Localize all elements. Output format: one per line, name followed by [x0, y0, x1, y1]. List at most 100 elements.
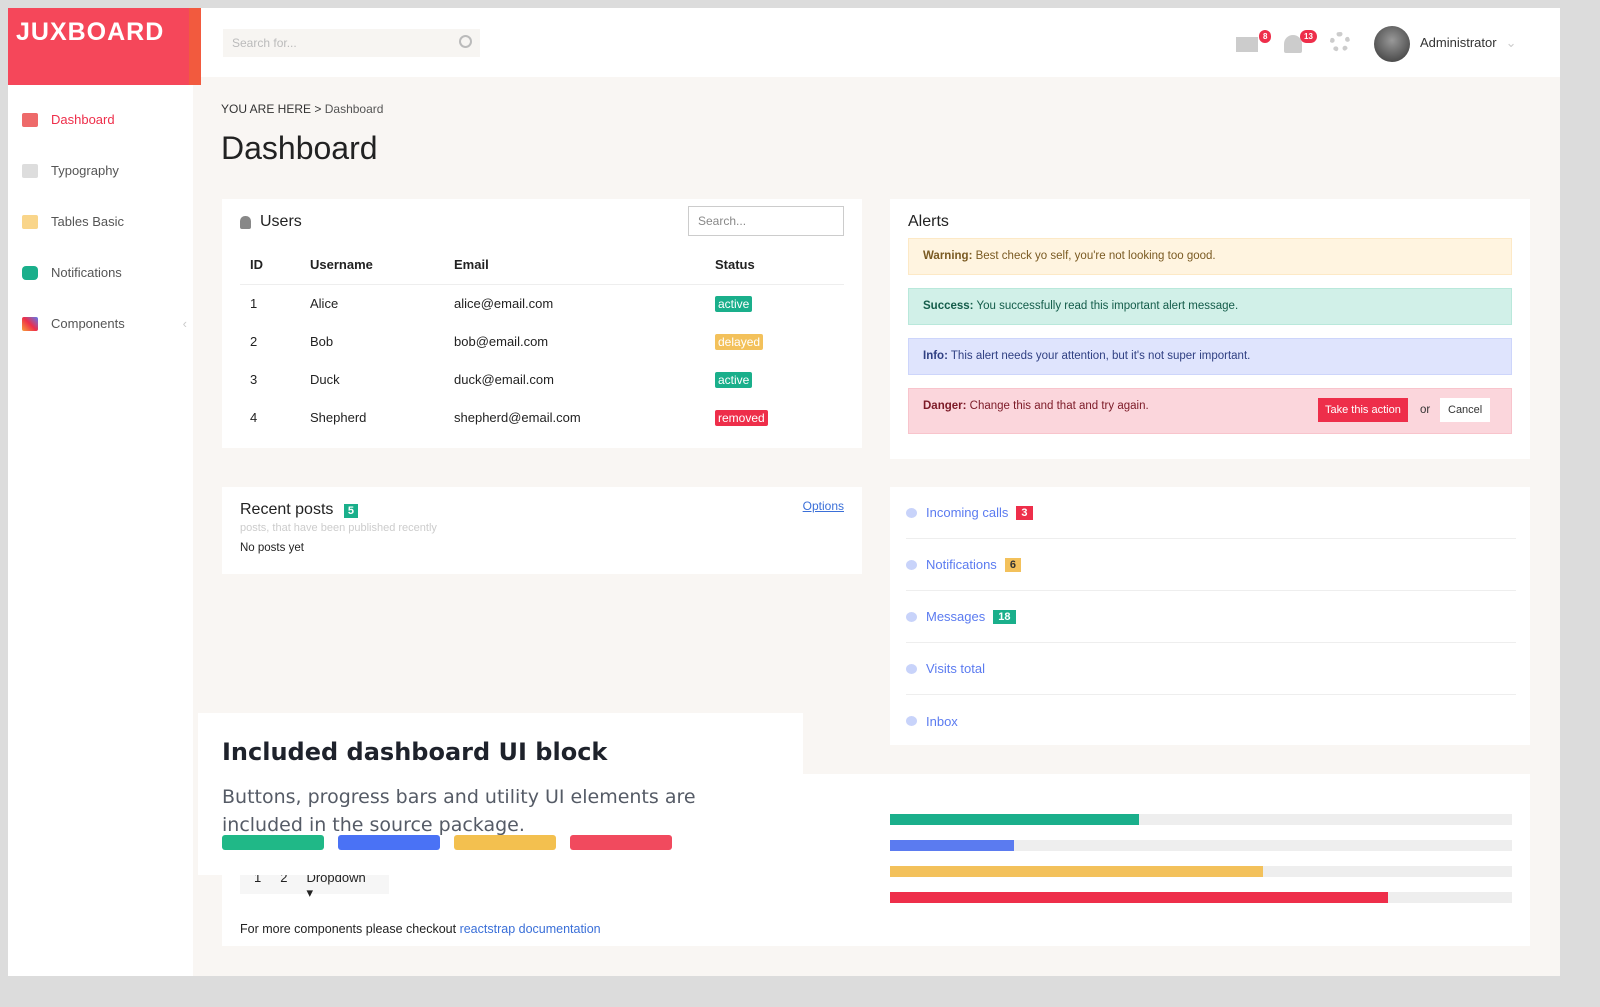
- column-header: Status: [705, 249, 844, 285]
- recent-title-text: Recent posts: [240, 501, 334, 518]
- alert-label: Warning:: [923, 250, 973, 262]
- users-title-text: Users: [260, 213, 302, 230]
- brand-name: JUXBOARD: [16, 18, 165, 46]
- options-link[interactable]: Options: [802, 499, 844, 513]
- alert-danger: Danger: Change this and that and try aga…: [908, 388, 1512, 434]
- list-item[interactable]: Messages 18: [906, 591, 1516, 643]
- stats-list-card: Incoming calls 3 Notifications 6 Messages 18 V…: [890, 487, 1530, 745]
- footer-text: For more components please checkout reac…: [240, 922, 601, 936]
- recent-posts-card: Recent posts 5 Options posts, that have …: [222, 487, 862, 574]
- logo[interactable]: JUXBOARD: [8, 8, 201, 85]
- reactstrap-link[interactable]: reactstrap documentation: [459, 922, 601, 936]
- empty-message: No posts yet: [240, 542, 304, 554]
- edit-icon: [22, 163, 38, 178]
- mail-icon[interactable]: [1236, 37, 1258, 52]
- search-placeholder: Search for...: [232, 36, 297, 50]
- users-search-input[interactable]: Search...: [688, 206, 844, 236]
- list-item[interactable]: Visits total: [906, 643, 1516, 695]
- table-cell: delayed: [705, 323, 844, 361]
- chevron-down-icon: ⌄: [1505, 35, 1517, 50]
- bell-icon[interactable]: [1284, 35, 1302, 53]
- chevron-left-icon[interactable]: ‹: [182, 316, 187, 331]
- search-input[interactable]: Search for...: [223, 29, 480, 57]
- avatar[interactable]: [1374, 26, 1410, 62]
- user-icon: [240, 215, 251, 229]
- or-text: or: [1420, 404, 1431, 416]
- alerts-card: Alerts Warning: Best check yo self, you'…: [890, 199, 1530, 459]
- users-title: Users: [240, 213, 302, 231]
- sidebar-item-components[interactable]: Components ‹: [22, 316, 187, 331]
- alert-text: Change this and that and try again.: [966, 400, 1149, 412]
- status-badge: removed: [715, 409, 768, 426]
- top-header: Search for... 8 13 Administrator ⌄: [193, 8, 1560, 77]
- table-icon: [22, 214, 38, 229]
- list-item[interactable]: Incoming calls 3: [906, 487, 1516, 539]
- app: Dashboard Typography Tables Basic Notifi…: [8, 8, 1560, 976]
- alert-label: Success:: [923, 300, 974, 312]
- list-item-label: Incoming calls: [926, 505, 1009, 520]
- table-row: 3 Duck duck@email.com active: [240, 361, 844, 399]
- search-icon[interactable]: [459, 35, 472, 48]
- color-button[interactable]: [570, 835, 672, 850]
- alert-text: Best check yo self, you're not looking t…: [972, 250, 1216, 262]
- home-icon: [22, 112, 38, 127]
- table-cell: Shepherd: [310, 409, 367, 425]
- table-cell: 1: [250, 295, 258, 311]
- recent-subtitle: posts, that have been published recently: [240, 522, 437, 534]
- page-title: Dashboard: [221, 130, 378, 166]
- sidebar-item-label: Typography: [51, 163, 119, 178]
- sidebar-item-dashboard[interactable]: Dashboard: [22, 112, 187, 127]
- user-menu[interactable]: Administrator ⌄: [1420, 35, 1516, 51]
- mail-badge: 8: [1259, 30, 1272, 43]
- count-badge: 3: [1016, 505, 1033, 520]
- list-item-label: Inbox: [926, 713, 958, 729]
- table-cell: Duck: [310, 371, 340, 387]
- breadcrumb-sep: >: [314, 102, 322, 116]
- overlay-title: Included dashboard UI block: [222, 738, 608, 766]
- table-cell: 3: [250, 371, 258, 387]
- progress-fill: [890, 892, 1388, 903]
- table-cell: active: [705, 361, 844, 399]
- color-button[interactable]: [454, 835, 556, 850]
- column-header: Email: [444, 249, 705, 285]
- progress-bar: [890, 892, 1512, 903]
- progress-fill: [890, 866, 1264, 877]
- status-badge: delayed: [715, 333, 764, 350]
- gear-icon[interactable]: [1330, 32, 1350, 52]
- alert-warning: Warning: Best check yo self, you're not …: [908, 238, 1512, 275]
- sidebar-item-label: Dashboard: [51, 112, 115, 127]
- footer-prefix: For more components please checkout: [240, 922, 460, 936]
- status-badge: active: [715, 371, 753, 388]
- sidebar-item-typography[interactable]: Typography: [22, 163, 187, 178]
- count-badge: 18: [993, 609, 1016, 624]
- bell-icon: [906, 559, 917, 570]
- table-row: 4 Shepherd shepherd@email.com removed: [240, 399, 844, 437]
- breadcrumb-current: Dashboard: [324, 102, 384, 116]
- progress-bar: [890, 866, 1512, 877]
- list-item[interactable]: Inbox: [906, 695, 1516, 747]
- recent-count-badge: 5: [343, 504, 358, 518]
- breadcrumb: YOU ARE HERE > Dashboard: [221, 102, 383, 116]
- sidebar-item-notifications[interactable]: Notifications: [22, 265, 187, 280]
- alert-text: This alert needs your attention, but it'…: [947, 350, 1251, 362]
- alert-info: Info: This alert needs your attention, b…: [908, 338, 1512, 375]
- eye-icon: [906, 663, 917, 674]
- table-row: 1 Alice alice@email.com active: [240, 285, 844, 323]
- list-item-label: Messages: [926, 609, 986, 624]
- info-overlay: Included dashboard UI block Buttons, pro…: [198, 713, 803, 875]
- sidebar-item-tables[interactable]: Tables Basic: [22, 214, 187, 229]
- table-cell: Bob: [310, 333, 334, 349]
- alert-text: You successfully read this important ale…: [973, 300, 1239, 312]
- alerts-title: Alerts: [908, 213, 949, 230]
- page-2[interactable]: 2: [280, 870, 288, 885]
- color-button[interactable]: [222, 835, 324, 850]
- sidebar-item-label: Notifications: [51, 265, 122, 280]
- phone-icon: [906, 507, 917, 518]
- list-item[interactable]: Notifications 6: [906, 539, 1516, 591]
- alert-label: Danger:: [923, 400, 967, 412]
- user-name: Administrator: [1420, 35, 1497, 50]
- color-button[interactable]: [338, 835, 440, 850]
- page-1[interactable]: 1: [254, 870, 262, 885]
- cancel-button[interactable]: Cancel: [1440, 398, 1491, 422]
- take-action-button[interactable]: Take this action: [1318, 398, 1408, 422]
